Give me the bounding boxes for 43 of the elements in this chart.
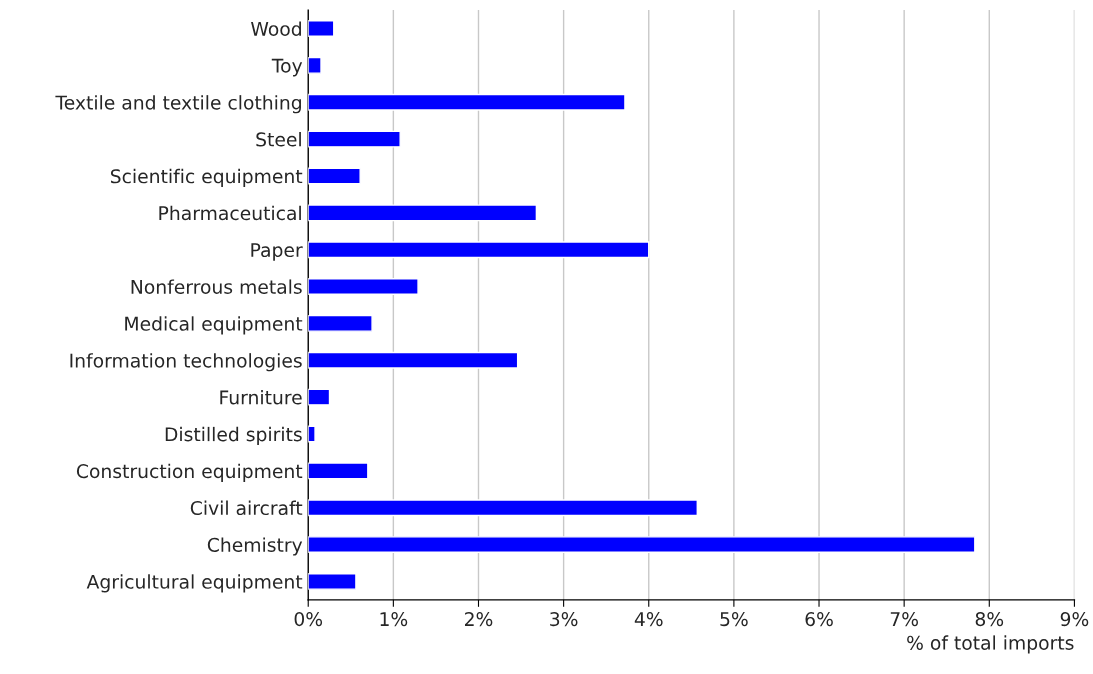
bar xyxy=(308,499,698,517)
y-tick-label: Distilled spirits xyxy=(165,426,302,446)
x-tick-label: 5% xyxy=(720,612,748,627)
bar xyxy=(308,167,361,185)
y-tick-label: Nonferrous metals xyxy=(131,279,302,294)
bar xyxy=(308,20,335,37)
x-tick-label: 7% xyxy=(890,612,918,627)
y-tick-label: Scientific equipment xyxy=(110,168,303,187)
x-tick-label: 9% xyxy=(1060,612,1089,627)
bar xyxy=(308,462,369,480)
y-tick-label: Toy xyxy=(271,58,303,77)
x-tick-label: 3% xyxy=(550,612,578,627)
y-tick-label: Furniture xyxy=(220,390,302,405)
y-tick-label: Steel xyxy=(256,131,301,147)
y-tick-label: Textile and textile clothing xyxy=(55,95,301,114)
y-tick-label: Paper xyxy=(251,243,303,261)
x-tick-label: 0% xyxy=(294,612,323,627)
x-axis-title: % of total imports xyxy=(907,635,1074,654)
x-tick-label: 6% xyxy=(805,612,833,627)
x-tick-label: 4% xyxy=(634,612,663,627)
bar xyxy=(308,572,357,590)
y-tick-label: Medical equipment xyxy=(125,316,303,335)
bar xyxy=(308,130,401,148)
bar xyxy=(308,56,322,74)
y-tick-label: Pharmaceutical xyxy=(159,205,301,221)
y-tick-label: Chemistry xyxy=(207,537,303,556)
y-tick-label: Information technologies xyxy=(70,353,302,372)
y-tick-label: Wood xyxy=(251,21,301,36)
y-tick-label: Agricultural equipment xyxy=(86,574,303,593)
y-tick-label: Civil aircraft xyxy=(190,500,303,516)
bar xyxy=(308,241,650,259)
bar xyxy=(308,204,538,222)
bar xyxy=(308,278,419,295)
bar xyxy=(308,93,626,111)
x-tick-label: 2% xyxy=(464,612,493,627)
x-tick-label: 1% xyxy=(380,612,408,627)
x-tick-label: 8% xyxy=(975,612,1004,627)
bar xyxy=(308,314,373,332)
bar xyxy=(308,536,976,554)
y-tick-label: Construction equipment xyxy=(76,463,303,482)
bar xyxy=(308,388,331,406)
bar xyxy=(308,425,316,443)
bar xyxy=(308,351,519,369)
